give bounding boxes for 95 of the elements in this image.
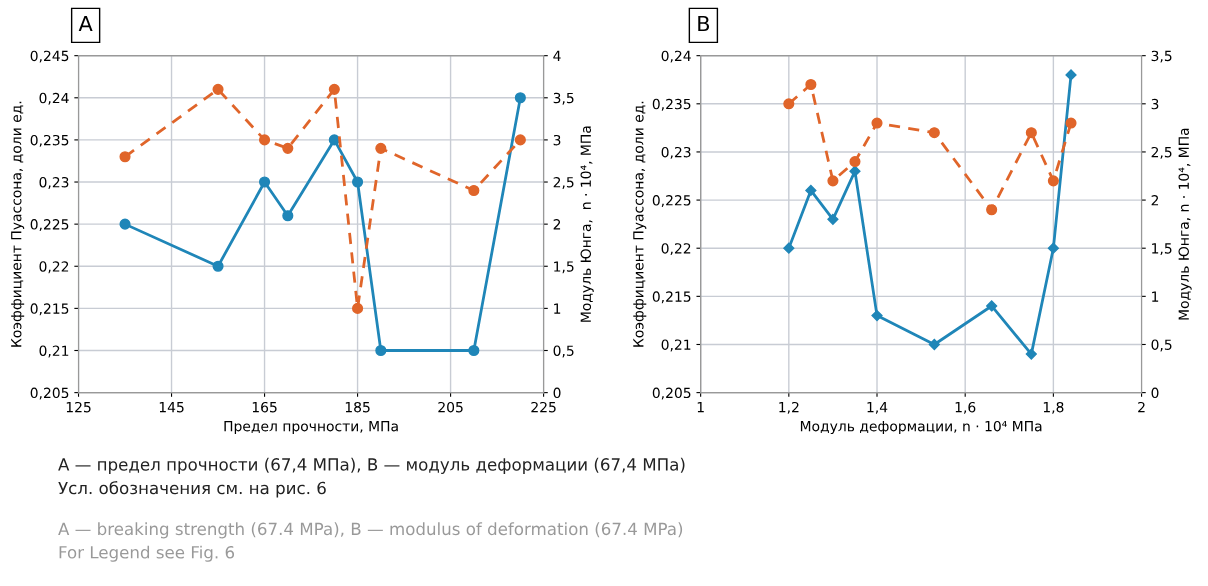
y-tick-label: 0,23	[39, 176, 69, 189]
point	[871, 309, 883, 322]
y2-axis-title: Модуль Юнга, n · 10⁴, МПа	[580, 126, 594, 322]
text: For Legend see Fig. 6	[59, 545, 235, 562]
point	[514, 92, 526, 104]
point	[258, 134, 271, 146]
y-tick-label: 0,225	[30, 219, 69, 232]
point	[119, 218, 131, 230]
y-tick-label: 0,21	[39, 345, 69, 358]
y2-tick-label: 0	[553, 387, 561, 399]
text: А — предел прочности (67,4 МПа), В — модуль деформации (67,4 МПа)	[58, 457, 685, 474]
x-axis-title: Предел прочности, МПа	[224, 421, 398, 435]
x-tick-label: 1,4	[867, 402, 888, 414]
point	[783, 98, 795, 110]
y2-tick-label: 3,5	[553, 92, 574, 105]
point	[805, 184, 817, 197]
y-tick-label: 0,205	[30, 387, 69, 400]
point	[375, 142, 387, 154]
y-tick-label: 0,235	[652, 98, 691, 111]
point	[352, 302, 364, 314]
y-tick-label: 0,215	[30, 303, 69, 316]
y2-tick-label: 2,5	[1151, 146, 1172, 159]
y-tick-label: 0,205	[652, 387, 691, 400]
y2-tick-label: 3	[1151, 98, 1159, 110]
y2-tick-label: 3,5	[1151, 50, 1172, 63]
point	[986, 204, 998, 216]
y2-tick-label: 0,5	[553, 345, 574, 358]
point	[928, 127, 940, 139]
y-tick-label: 0,22	[661, 243, 691, 256]
y-tick-label: 0,225	[652, 195, 691, 207]
y2-tick-label: 4	[553, 50, 561, 61]
x-tick-label: 125	[66, 401, 91, 413]
y2-tick-label: 3	[553, 134, 561, 146]
x-tick-label: 165	[252, 401, 277, 413]
point	[514, 134, 526, 146]
point	[827, 175, 839, 187]
point	[986, 300, 998, 312]
y-tick-label: 0,24	[39, 92, 69, 105]
point	[871, 117, 883, 129]
point	[352, 176, 364, 188]
point	[258, 176, 271, 188]
point	[1025, 348, 1037, 360]
point	[375, 344, 387, 357]
y-tick-label: 0,215	[652, 291, 691, 304]
chart-title: B	[698, 15, 710, 32]
point	[1047, 175, 1059, 187]
point	[1065, 117, 1077, 129]
y-tick-label: 0,235	[30, 134, 69, 147]
x-tick-label: 145	[159, 402, 184, 413]
y-tick-label: 0,245	[30, 50, 69, 63]
text: A — breaking strength (67.4 MPa), B — modulus of deformation (67.4 MPa)	[58, 522, 683, 539]
point	[1025, 127, 1037, 139]
y-tick-label: 0,24	[661, 50, 691, 63]
point	[1047, 242, 1059, 254]
y-tick-label: 0,22	[39, 261, 69, 274]
point	[805, 78, 817, 91]
point	[468, 344, 480, 357]
point	[783, 242, 795, 254]
point	[119, 151, 131, 163]
x-tick-label: 1	[697, 402, 704, 413]
y-axis-title: Коэффициент Пуассона, доли ед.	[633, 101, 647, 347]
point	[328, 83, 340, 95]
y2-tick-label: 2	[553, 219, 561, 230]
y-axis-title: Коэффициент Пуассона, доли ед.	[11, 101, 25, 347]
x-tick-label: 1,8	[1043, 401, 1064, 414]
y2-tick-label: 1,5	[1152, 243, 1172, 256]
point	[827, 213, 839, 225]
point	[849, 156, 861, 168]
y-tick-label: 0,21	[661, 339, 691, 352]
point	[468, 184, 480, 197]
x-tick-label: 1,6	[955, 401, 976, 414]
point	[282, 210, 294, 222]
point	[282, 142, 294, 154]
y-tick-label: 0,23	[661, 146, 691, 159]
chart-title: A	[78, 15, 93, 32]
y2-axis-title: Модуль Юнга, n · 10⁴, МПа	[1178, 128, 1192, 320]
x-tick-label: 205	[438, 401, 463, 413]
y2-tick-label: 1	[554, 303, 561, 314]
y2-tick-label: 1,5	[554, 261, 574, 274]
y2-tick-label: 2,5	[553, 176, 574, 189]
y2-tick-label: 0	[1151, 387, 1159, 399]
y2-tick-label: 0,5	[1151, 339, 1172, 352]
x-tick-label: 185	[345, 401, 370, 413]
point	[212, 83, 224, 95]
y2-tick-label: 2	[1151, 195, 1159, 206]
y2-tick-label: 1	[1152, 291, 1159, 302]
text: Усл. обозначения см. на рис. 6	[58, 481, 326, 498]
point	[328, 134, 340, 146]
x-tick-label: 225	[531, 401, 556, 413]
x-tick-label: 1,2	[779, 401, 799, 414]
x-axis-title: Модуль деформации, n · 10⁴ МПа	[800, 420, 1042, 435]
point	[928, 338, 940, 351]
point	[212, 260, 224, 272]
x-tick-label: 2	[1138, 401, 1145, 413]
point	[849, 165, 861, 177]
